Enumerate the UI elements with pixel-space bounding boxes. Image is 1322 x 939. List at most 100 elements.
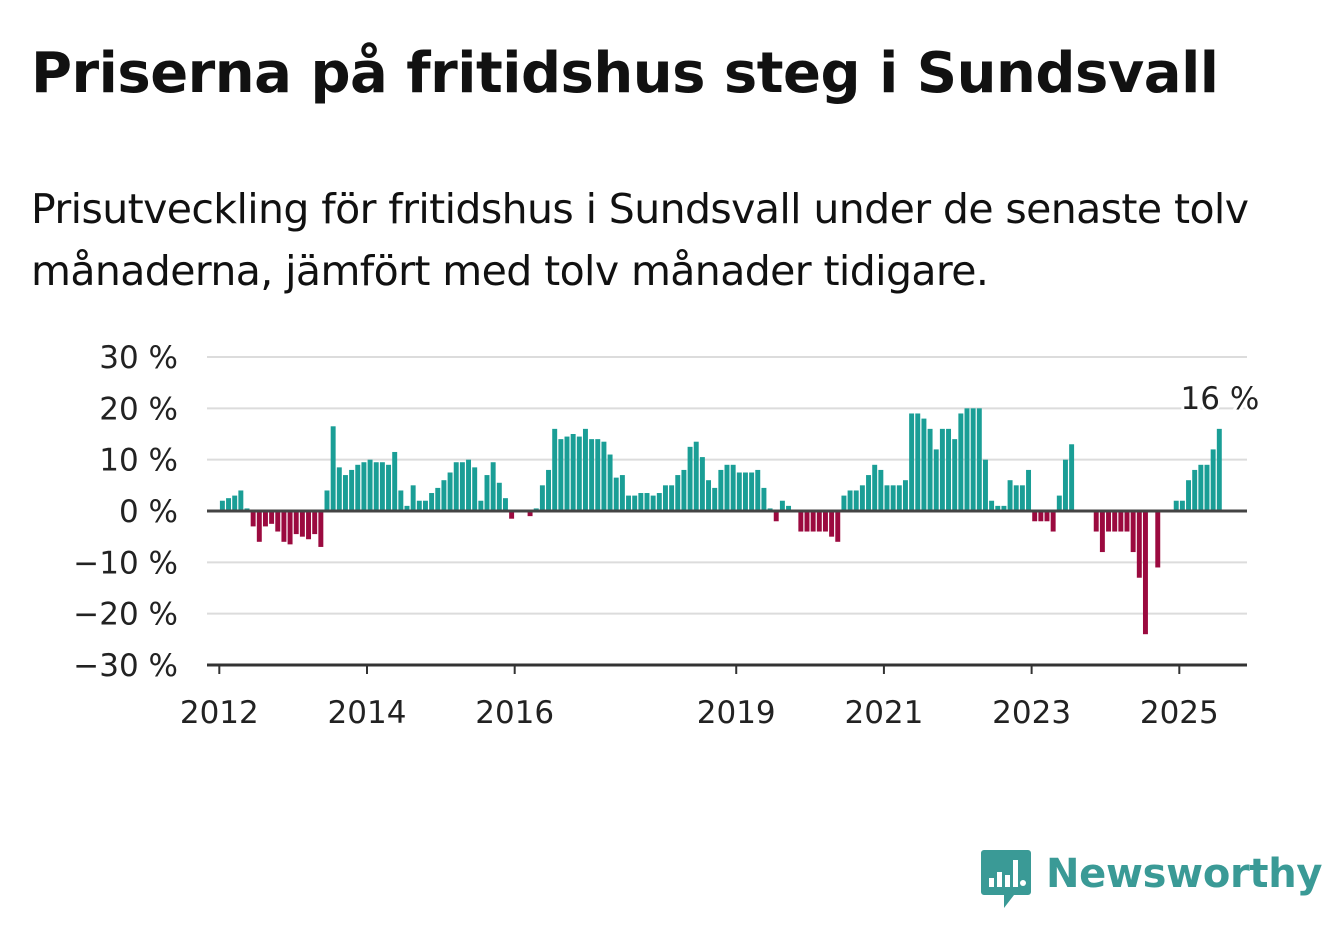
bar bbox=[570, 434, 576, 511]
bar bbox=[410, 485, 416, 511]
bar bbox=[1056, 495, 1062, 511]
x-tick-label: 2023 bbox=[992, 695, 1071, 731]
bar-chart-icon bbox=[981, 850, 1031, 908]
x-axis-labels: 2012 2014 2016 2019 2021 2023 2025 bbox=[180, 665, 1219, 731]
bar bbox=[281, 511, 287, 542]
bar bbox=[552, 428, 558, 511]
bar bbox=[416, 500, 422, 511]
bar bbox=[601, 441, 607, 511]
last-value-label: 16 % bbox=[1181, 381, 1260, 417]
bar bbox=[847, 490, 853, 511]
bar bbox=[786, 505, 792, 511]
bar bbox=[742, 472, 748, 511]
bar bbox=[318, 511, 324, 547]
bar bbox=[638, 493, 644, 511]
bar bbox=[392, 451, 398, 511]
bar bbox=[262, 511, 268, 527]
bar bbox=[662, 485, 668, 511]
bar bbox=[909, 413, 915, 511]
bar bbox=[1112, 511, 1118, 532]
x-tick-label: 2021 bbox=[844, 695, 923, 731]
bar bbox=[219, 500, 225, 511]
bar bbox=[342, 475, 348, 511]
bar bbox=[1093, 511, 1099, 532]
bar bbox=[724, 464, 730, 511]
bar bbox=[576, 436, 582, 511]
bar bbox=[1186, 480, 1192, 511]
bar bbox=[324, 490, 330, 511]
bar bbox=[1050, 511, 1056, 532]
bar bbox=[558, 439, 564, 511]
bar bbox=[1210, 449, 1216, 511]
bar bbox=[675, 475, 681, 511]
bar bbox=[312, 511, 318, 535]
bar bbox=[429, 493, 435, 511]
y-tick-label: 20 % bbox=[99, 391, 178, 427]
bar bbox=[613, 477, 619, 511]
bar bbox=[1192, 469, 1198, 511]
bar bbox=[1038, 511, 1044, 522]
x-tick-label: 2025 bbox=[1140, 695, 1219, 731]
bar bbox=[1124, 511, 1130, 532]
bar bbox=[398, 490, 404, 511]
bar bbox=[644, 493, 650, 511]
bar bbox=[1019, 485, 1025, 511]
newsworthy-logo: Newsworthy bbox=[980, 848, 1322, 910]
bar bbox=[1069, 444, 1075, 511]
bar bbox=[293, 511, 299, 535]
bar-chart: 30 %20 %10 %0 %−10 %−20 %−30 % 2012 2014 2… bbox=[73, 340, 1262, 731]
bar bbox=[761, 487, 767, 511]
bar bbox=[970, 408, 976, 511]
y-axis-labels: 30 % 20 % 10 % 0 % −10 % −20 % −30 % bbox=[73, 340, 178, 684]
bar bbox=[441, 480, 447, 511]
bar bbox=[829, 511, 835, 537]
bar bbox=[1173, 500, 1179, 511]
bar bbox=[336, 467, 342, 511]
bars bbox=[219, 408, 1222, 635]
x-tick-label: 2019 bbox=[697, 695, 776, 731]
bar bbox=[367, 459, 373, 511]
bar bbox=[490, 462, 496, 511]
bar bbox=[915, 413, 921, 511]
bar bbox=[1155, 511, 1161, 568]
bar bbox=[872, 464, 878, 511]
bar bbox=[238, 490, 244, 511]
bar bbox=[699, 457, 705, 511]
bar bbox=[422, 500, 428, 511]
bar bbox=[564, 436, 570, 511]
bar bbox=[853, 490, 859, 511]
bar bbox=[964, 408, 970, 511]
bar bbox=[866, 475, 872, 511]
bar bbox=[484, 475, 490, 511]
bar bbox=[496, 482, 502, 511]
bar bbox=[810, 511, 816, 532]
bar bbox=[539, 485, 545, 511]
bar bbox=[927, 428, 933, 511]
bar bbox=[447, 472, 453, 511]
bar bbox=[373, 462, 379, 511]
bar bbox=[921, 418, 927, 511]
bar bbox=[755, 469, 761, 511]
bar bbox=[1142, 511, 1148, 635]
bar bbox=[730, 464, 736, 511]
bar bbox=[589, 439, 595, 511]
bar bbox=[527, 511, 533, 517]
bar bbox=[546, 469, 552, 511]
bar bbox=[256, 511, 262, 542]
bar bbox=[1013, 485, 1019, 511]
bar bbox=[379, 462, 385, 511]
bar bbox=[1099, 511, 1105, 553]
bar bbox=[1007, 480, 1013, 511]
bar bbox=[982, 459, 988, 511]
grid-lines bbox=[207, 356, 1247, 615]
bar bbox=[1062, 459, 1068, 511]
y-tick-label: −30 % bbox=[73, 648, 178, 684]
bar bbox=[896, 485, 902, 511]
bar bbox=[1044, 511, 1050, 522]
bar bbox=[736, 472, 742, 511]
bar bbox=[1001, 505, 1007, 511]
bar bbox=[712, 487, 718, 511]
bar bbox=[1198, 464, 1204, 511]
y-tick-label: −20 % bbox=[73, 597, 178, 633]
bar bbox=[822, 511, 828, 532]
